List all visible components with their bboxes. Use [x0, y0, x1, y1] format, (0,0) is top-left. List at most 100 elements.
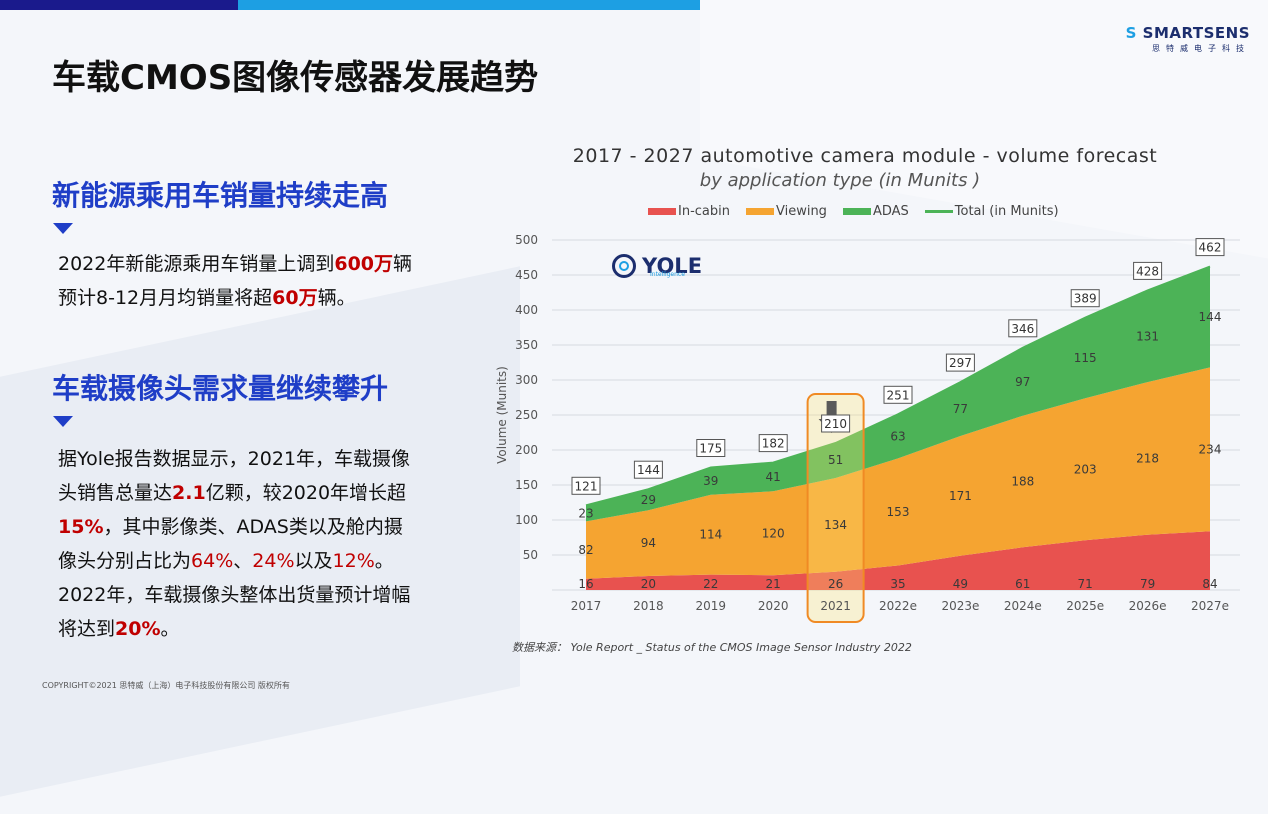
data-label-viewing: 203 — [1074, 462, 1097, 476]
y-tick-label: 150 — [515, 478, 538, 492]
total-value-box — [1133, 261, 1163, 280]
copyright-text: COPYRIGHT©2021 思特威（上海）电子科技股份有限公司 版权所有 — [42, 681, 290, 690]
y-tick-label: 50 — [523, 548, 538, 562]
total-value-box — [571, 476, 601, 495]
triangle-down-icon — [53, 416, 73, 427]
section1-line: 预计8-12月月均销量将超60万辆。 — [58, 287, 356, 309]
chart-title: 2017 - 2027 automotive camera module - v… — [572, 145, 1158, 167]
section2-line: 将达到20%。 — [58, 618, 180, 640]
data-label-in-cabin: 16 — [578, 577, 593, 591]
total-value-box — [758, 434, 788, 453]
data-label-in-cabin: 26 — [828, 577, 843, 591]
section2-line: 像头分别占比为64%、24%以及12%。 — [58, 550, 394, 572]
data-label-in-cabin: 79 — [1140, 577, 1155, 591]
data-label-viewing: 218 — [1136, 451, 1159, 465]
x-tick-label: 2026e — [1129, 599, 1167, 613]
yole-logo-subtitle: Intelligence — [650, 271, 685, 278]
total-value-box — [1195, 238, 1225, 257]
total-value-label: 346 — [1011, 322, 1034, 336]
y-tick-label: 250 — [515, 408, 538, 422]
data-label-adas: 97 — [1015, 375, 1030, 389]
data-label-viewing: 188 — [1011, 475, 1034, 489]
data-label-viewing: 134 — [824, 518, 847, 532]
legend-swatch — [842, 208, 871, 215]
data-label-viewing: 114 — [699, 528, 722, 542]
total-value-box — [696, 439, 726, 457]
x-tick-label: 2024e — [1004, 599, 1042, 613]
data-label-in-cabin: 22 — [703, 577, 718, 591]
data-label-adas: 115 — [1074, 351, 1097, 365]
data-label-adas: 131 — [1136, 329, 1159, 343]
section2-line: 2022年，车载摄像头整体出货量预计增幅 — [58, 584, 411, 606]
volume-forecast-chart: 50 100 150 200 250 300 350 400 450 500 Volume (Mun… — [495, 233, 1240, 623]
triangle-down-icon — [53, 223, 73, 234]
x-tick-label: 2027e — [1191, 599, 1229, 613]
chart-legend: In-cabin Viewing ADAS Total (in Munits) — [648, 204, 1059, 219]
legend-swatch — [648, 208, 676, 215]
section2-line: 15%，其中影像类、ADAS类以及舱内摄 — [58, 516, 403, 538]
yole-logo-text: YOLE — [642, 254, 703, 278]
data-label-adas: 29 — [641, 493, 656, 507]
data-label-adas: 39 — [703, 474, 718, 488]
y-tick-label: 300 — [515, 373, 538, 387]
total-value-label: 175 — [699, 442, 722, 456]
total-value-box — [1070, 289, 1100, 308]
area-in-cabin — [586, 531, 1210, 590]
logo-subtitle: 思特威电子科技 — [1152, 44, 1250, 53]
section-heading-ev-sales: 新能源乘用车销量持续走高 — [52, 179, 389, 212]
data-label-viewing: 153 — [887, 505, 910, 519]
y-axis-label: Volume (Munits) — [495, 366, 509, 464]
data-label-adas: 144 — [1199, 310, 1222, 324]
total-value-label: 121 — [575, 479, 598, 493]
data-label-viewing: 120 — [762, 526, 785, 540]
total-line — [585, 265, 1211, 507]
legend-item-in-cabin: In-cabin — [648, 204, 730, 219]
total-value-label: 144 — [637, 463, 660, 477]
section2-line: 据Yole报告数据显示，2021年，车载摄像 — [58, 448, 411, 470]
legend-swatch — [745, 208, 774, 215]
legend-item-adas: ADAS — [842, 204, 909, 219]
x-tick-label: 2018 — [633, 599, 664, 613]
data-label-in-cabin: 20 — [641, 577, 656, 591]
data-label-in-cabin: 35 — [890, 577, 905, 591]
legend-item-total: Total (in Munits) — [924, 204, 1059, 219]
total-value-box — [1008, 319, 1038, 338]
smartsens-logo: S SMARTSENS 思特威电子科技 — [1090, 24, 1250, 54]
data-label-adas: 77 — [953, 402, 968, 416]
x-tick-label: 2020 — [758, 599, 789, 613]
data-label-adas: 51 — [828, 453, 843, 467]
x-tick-label: 2019 — [696, 599, 727, 613]
page-title: 车载CMOS图像传感器发展趋势 — [52, 58, 539, 98]
section2-body: 据Yole报告数据显示，2021年，车载摄像 头销售总量达2.1亿颗，较2020… — [58, 442, 410, 646]
y-tick-label: 450 — [515, 268, 538, 282]
data-label-adas: 63 — [890, 429, 905, 443]
data-label-viewing: 171 — [949, 489, 972, 503]
data-label-in-cabin: 49 — [953, 577, 968, 591]
y-tick-label: 500 — [515, 233, 538, 247]
total-value-label: 428 — [1136, 264, 1159, 278]
data-label-viewing: 82 — [578, 543, 593, 557]
data-label-viewing: 234 — [1199, 442, 1222, 456]
data-label-in-cabin: 61 — [1015, 577, 1030, 591]
logo-mark-icon: S — [1125, 24, 1143, 42]
data-label-adas: 23 — [578, 506, 593, 520]
section2-line: 头销售总量达2.1亿颗，较2020年增长超 — [58, 482, 407, 504]
x-tick-label: 2017 — [571, 599, 602, 613]
x-tick-label: 2022e — [879, 599, 917, 613]
total-value-label: 389 — [1074, 292, 1097, 306]
total-value-label: 210 — [824, 417, 847, 431]
data-label-viewing: 94 — [641, 536, 656, 550]
legend-swatch — [924, 210, 953, 213]
total-value-box — [821, 414, 851, 433]
top-accent-bar-dark — [0, 0, 238, 10]
total-value-box — [883, 385, 913, 404]
y-tick-label: 100 — [515, 513, 538, 527]
total-value-label: 182 — [762, 437, 785, 451]
data-label-adas: 41 — [766, 470, 781, 484]
yole-logo-icon — [612, 254, 636, 278]
section1-body: 2022年新能源乘用车销量上调到600万辆 预计8-12月月均销量将超60万辆。 — [58, 247, 412, 315]
chart-subtitle: by application type (in Munits ) — [699, 170, 981, 191]
data-label-in-cabin: 21 — [766, 577, 781, 591]
y-tick-label: 200 — [515, 443, 538, 457]
y-tick-label: 350 — [515, 338, 538, 352]
